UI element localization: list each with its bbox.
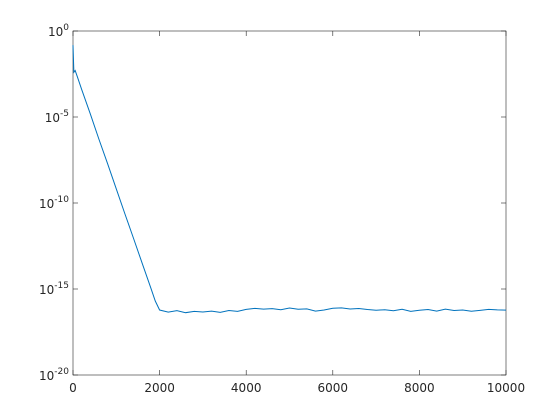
data-line <box>72 45 507 314</box>
x-tick-label: 10000 <box>487 381 525 395</box>
y-tick-label: 100 <box>48 23 69 39</box>
x-tick-label: 4000 <box>231 381 262 395</box>
y-tick-label: 10-20 <box>39 367 69 383</box>
y-tick-label: 10-10 <box>39 195 69 211</box>
x-tick-label: 6000 <box>318 381 349 395</box>
y-tick-label: 10-5 <box>45 109 69 125</box>
x-tick-label: 8000 <box>404 381 435 395</box>
x-tick-label: 2000 <box>144 381 175 395</box>
x-tick-label: 0 <box>69 381 77 395</box>
axes-box <box>72 30 507 376</box>
y-tick-label: 10-15 <box>39 281 69 297</box>
